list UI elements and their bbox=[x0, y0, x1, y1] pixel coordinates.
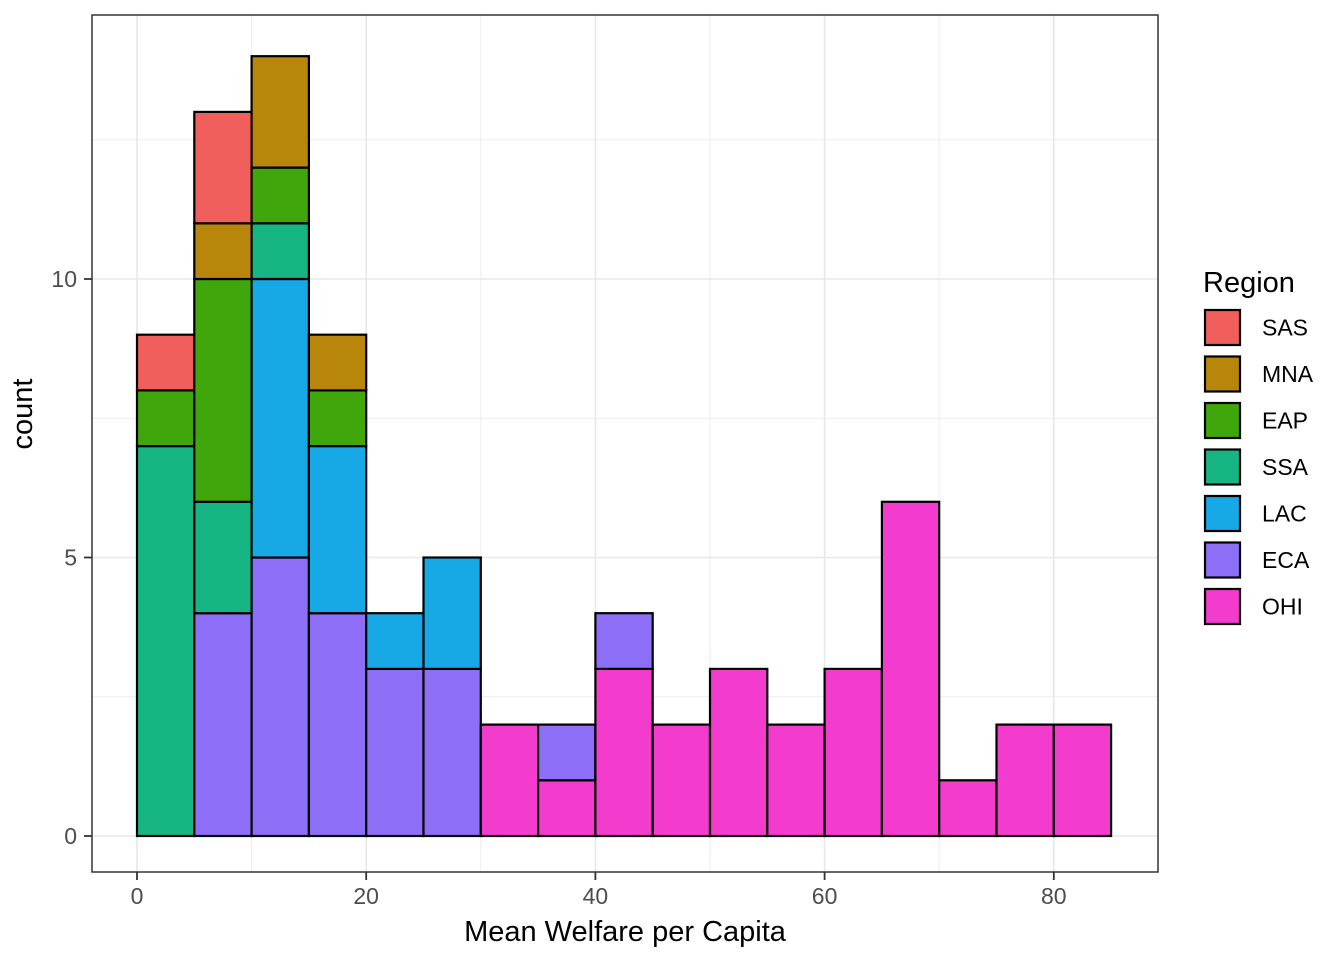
legend-key-SSA bbox=[1203, 448, 1242, 486]
x-tick-label: 40 bbox=[583, 883, 609, 909]
bar-segment-OHI bbox=[651, 723, 712, 838]
legend-title: Region bbox=[1203, 267, 1295, 299]
x-tick-label: 80 bbox=[1041, 883, 1067, 909]
bar-segment-SSA bbox=[135, 445, 196, 838]
bar-segment-ECA bbox=[536, 723, 597, 782]
legend-label-EAP: EAP bbox=[1262, 408, 1308, 434]
legend-key-MNA bbox=[1203, 355, 1242, 393]
bar-segment-LAC bbox=[422, 556, 482, 671]
bar-segment-OHI bbox=[880, 500, 941, 838]
bar-segment-ECA bbox=[307, 612, 368, 838]
bar-segment-ECA bbox=[422, 667, 482, 838]
legend-label-SAS: SAS bbox=[1262, 315, 1308, 341]
x-axis-title: Mean Welfare per Capita bbox=[464, 916, 787, 948]
bar-segment-OHI bbox=[938, 779, 998, 838]
y-tick-label: 10 bbox=[51, 266, 77, 292]
bar-segment-SAS bbox=[135, 333, 196, 392]
legend-label-SSA: SSA bbox=[1262, 454, 1309, 480]
bar-segment-MNA bbox=[307, 333, 368, 392]
bar-segment-SAS bbox=[193, 110, 253, 225]
x-axis-tick-labels: 0 20 40 60 80 bbox=[131, 883, 1067, 909]
legend-key-LAC bbox=[1203, 494, 1242, 533]
legend-label-MNA: MNA bbox=[1262, 361, 1314, 387]
bar-segment-EAP bbox=[135, 389, 196, 448]
bar-segment-OHI bbox=[536, 779, 597, 838]
y-tick-label: 5 bbox=[64, 545, 77, 571]
bar-segment-SSA bbox=[193, 500, 253, 615]
x-tick-label: 0 bbox=[131, 883, 144, 909]
y-axis-title: count bbox=[7, 379, 39, 450]
bar-segment-ECA bbox=[594, 612, 654, 671]
legend-label-OHI: OHI bbox=[1262, 594, 1303, 620]
legend-entries: SAS MNA EAP SSA LAC ECA OHI bbox=[1203, 308, 1314, 626]
panel-border bbox=[91, 14, 1159, 873]
bar-segment-LAC bbox=[250, 277, 311, 559]
legend-key-ECA bbox=[1203, 541, 1242, 579]
legend-key-OHI bbox=[1203, 587, 1242, 626]
bar-segment-EAP bbox=[193, 277, 253, 503]
bar-segment-OHI bbox=[708, 667, 769, 838]
bar-segment-OHI bbox=[995, 723, 1055, 838]
x-tick-label: 60 bbox=[812, 883, 838, 909]
y-tick-label: 0 bbox=[64, 823, 77, 849]
bar-segment-ECA bbox=[193, 612, 253, 838]
bar-segment-MNA bbox=[193, 222, 253, 281]
bar-segment-MNA bbox=[250, 55, 311, 169]
y-axis-tick-labels: 0 5 10 bbox=[51, 266, 77, 849]
x-axis-ticks bbox=[136, 872, 1055, 880]
legend-label-LAC: LAC bbox=[1262, 501, 1307, 527]
bar-segment-EAP bbox=[307, 389, 368, 448]
bar-segment-OHI bbox=[479, 723, 540, 838]
bars bbox=[135, 55, 1113, 838]
bar-segment-OHI bbox=[766, 723, 826, 838]
legend-label-ECA: ECA bbox=[1262, 547, 1310, 573]
bar-segment-OHI bbox=[594, 667, 654, 838]
legend-key-EAP bbox=[1203, 401, 1242, 440]
bar-segment-SSA bbox=[250, 222, 311, 281]
bar-segment-ECA bbox=[365, 667, 425, 838]
bar-segment-LAC bbox=[307, 445, 368, 615]
y-axis-ticks bbox=[84, 278, 92, 837]
bar-segment-LAC bbox=[365, 612, 425, 671]
legend-key-SAS bbox=[1203, 308, 1242, 347]
x-tick-label: 20 bbox=[353, 883, 379, 909]
legend: Region SAS MNA EAP SSA LAC ECA OHI bbox=[1203, 267, 1314, 626]
bar-segment-ECA bbox=[250, 556, 311, 838]
bar-segment-OHI bbox=[823, 667, 883, 838]
bar-segment-OHI bbox=[1052, 723, 1113, 838]
bar-segment-EAP bbox=[250, 166, 311, 225]
